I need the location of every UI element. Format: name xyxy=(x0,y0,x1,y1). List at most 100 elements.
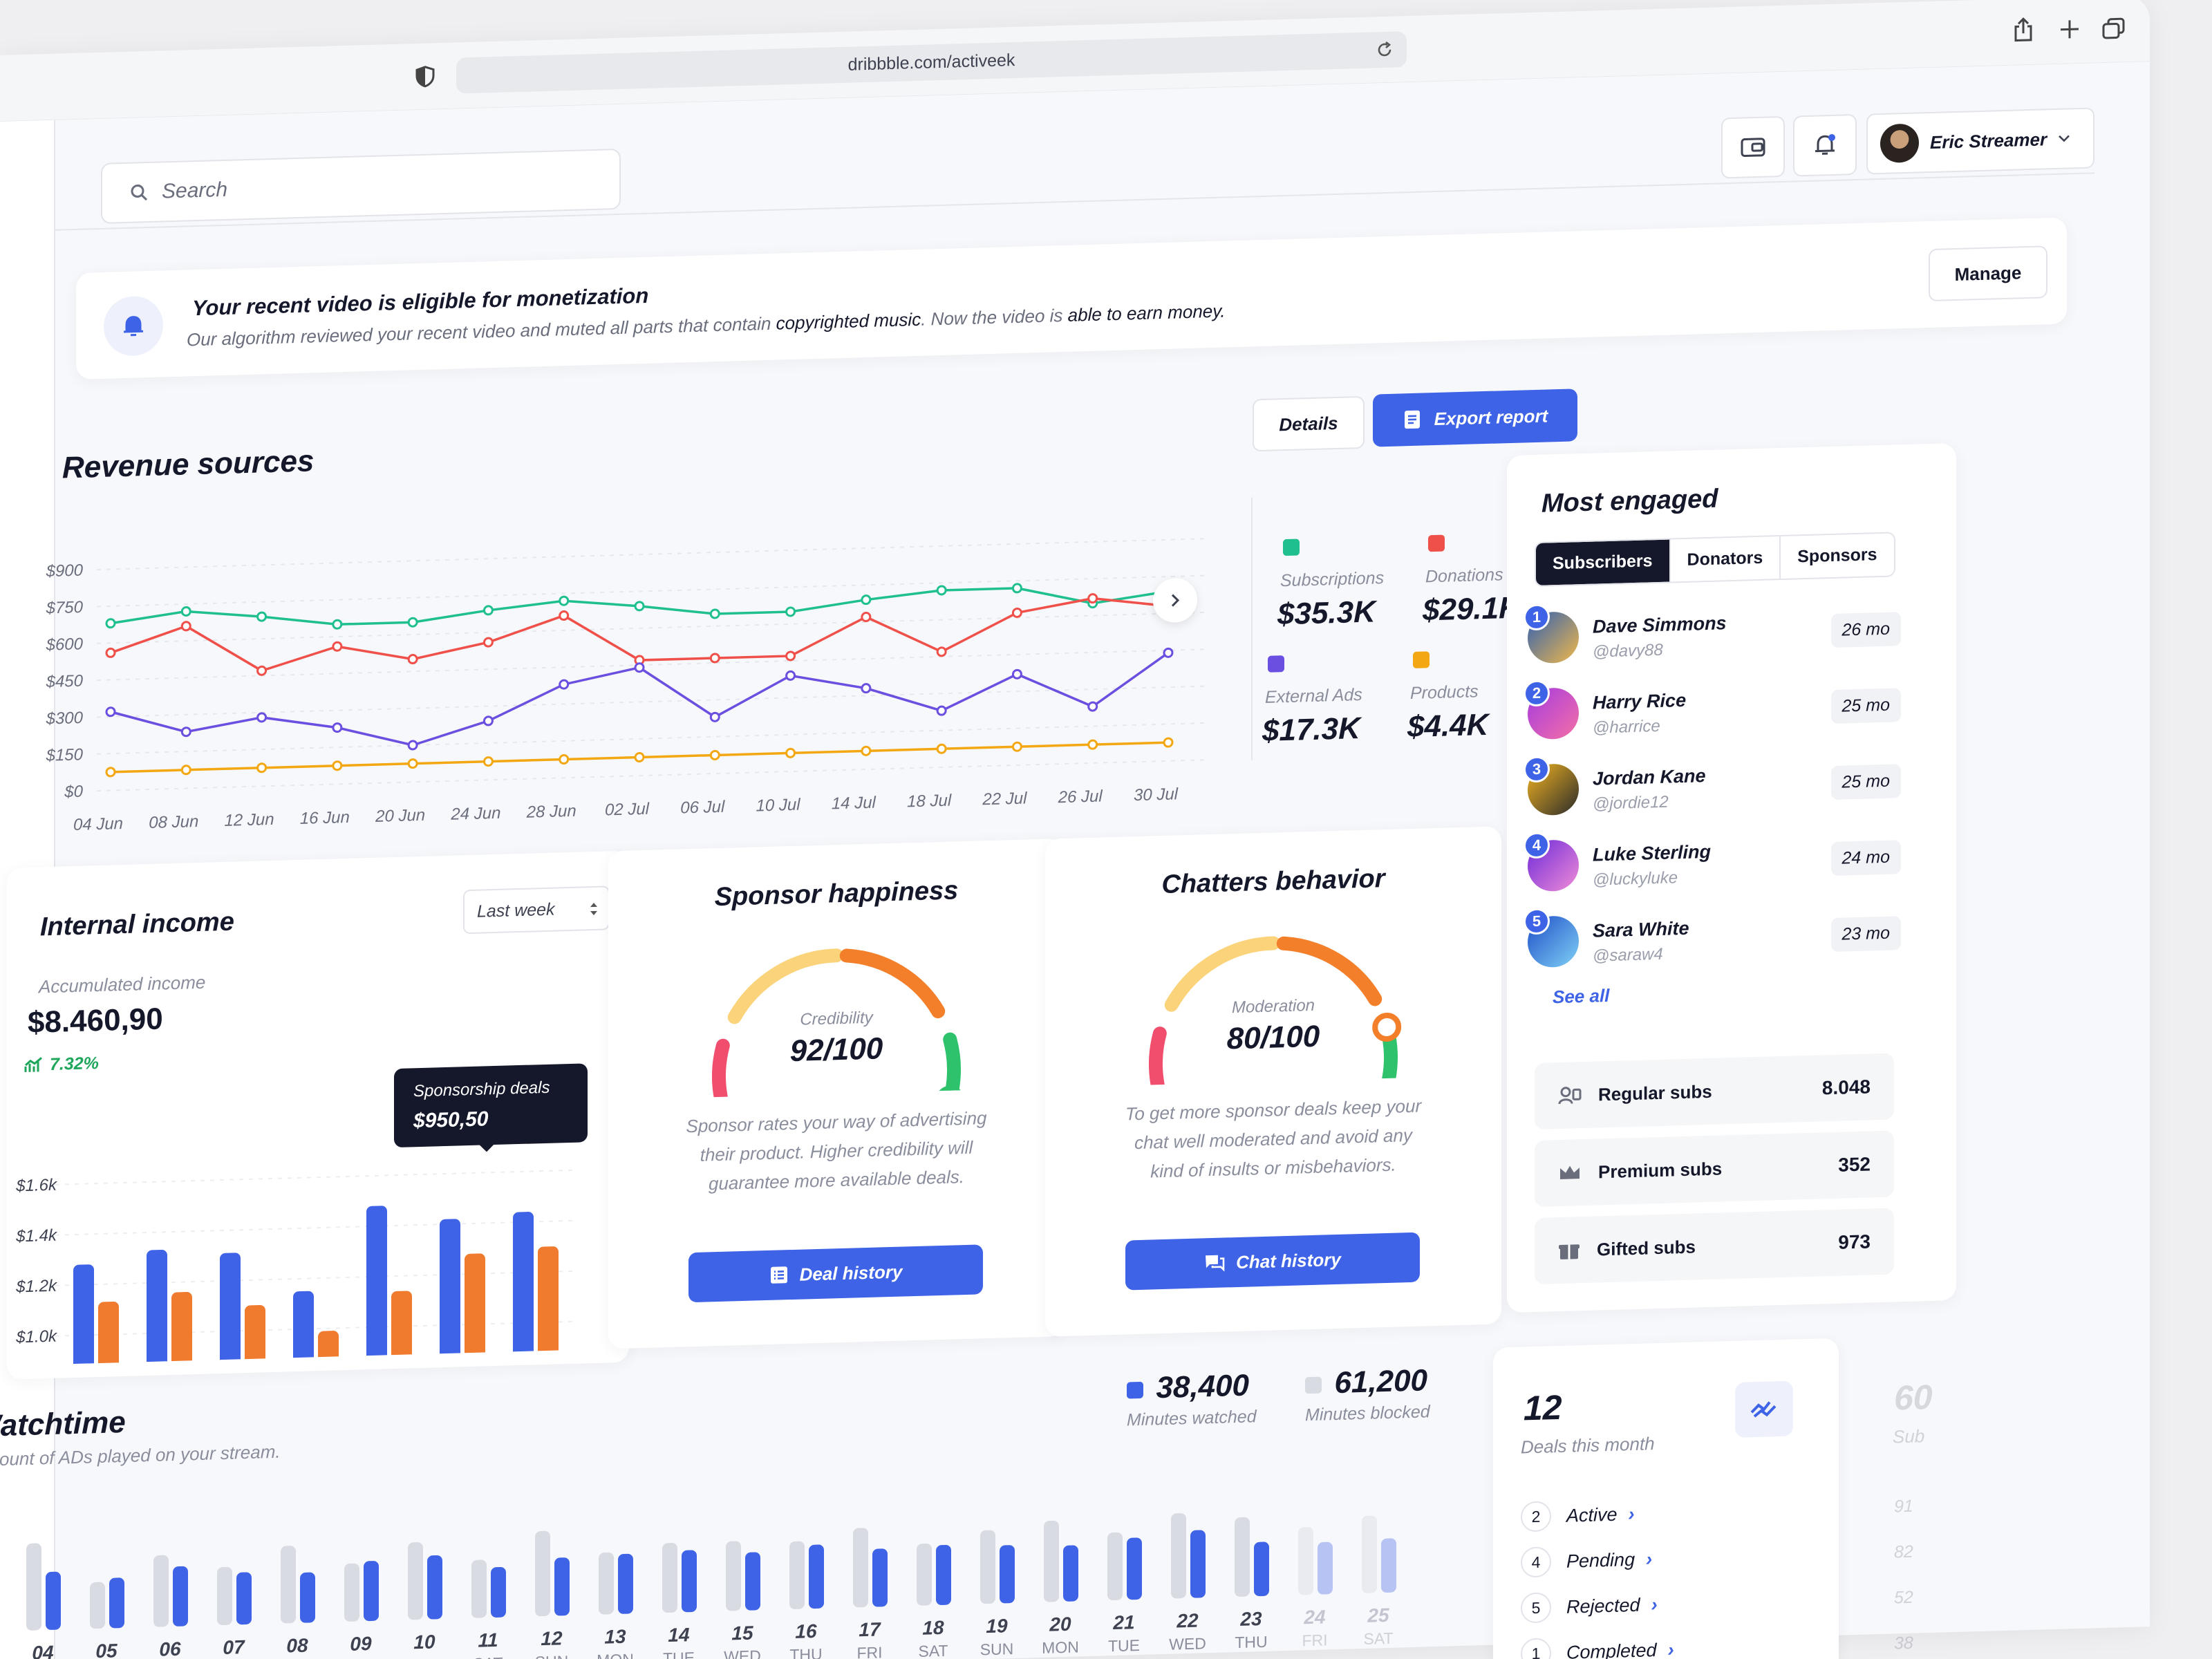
internal-income-card: Internal income Last week Accumulated in… xyxy=(7,850,629,1380)
deal-row-active[interactable]: 2 Active › xyxy=(1521,1499,1635,1533)
bar-minutes-blocked xyxy=(662,1543,677,1613)
ghost-value: 60 xyxy=(1894,1377,1933,1418)
wallet-icon xyxy=(1740,135,1766,160)
deal-history-button[interactable]: Deal history xyxy=(688,1244,983,1303)
chart-next-button[interactable] xyxy=(1153,577,1197,624)
details-button[interactable]: Details xyxy=(1253,395,1365,452)
x-day-label: FRI xyxy=(1302,1631,1327,1649)
search-input[interactable]: Search xyxy=(101,148,621,224)
watched-stat: 38,400 Minutes watched xyxy=(1127,1368,1265,1441)
list-item[interactable]: 3 Jordan Kane @jordie12 25 mo xyxy=(1524,746,1901,825)
gauge-arc-high xyxy=(1276,936,1382,1006)
engaged-months: 26 mo xyxy=(1830,612,1901,648)
data-point xyxy=(332,641,343,652)
reload-icon[interactable] xyxy=(1375,40,1394,60)
x-tick-label: 04 Jun xyxy=(73,814,123,834)
document-icon xyxy=(1403,409,1422,431)
see-all-link[interactable]: See all xyxy=(1553,984,1610,1008)
y-tick-label: $900 xyxy=(46,561,84,581)
stat-swatch xyxy=(1413,651,1430,668)
bar-built-in-ads xyxy=(147,1250,167,1366)
x-tick-label: 20 xyxy=(1049,1613,1071,1635)
data-point xyxy=(709,608,720,619)
address-bar[interactable]: dribbble.com/activeek xyxy=(456,31,1407,94)
x-day-label: WED xyxy=(1169,1634,1206,1653)
share-icon[interactable] xyxy=(2012,17,2035,44)
export-report-button[interactable]: Export report xyxy=(1373,388,1577,447)
x-tick-label: 09 xyxy=(350,1633,372,1655)
gridline xyxy=(55,1169,574,1185)
tab-sponsors[interactable]: Sponsors xyxy=(1781,533,1894,579)
chat-history-button[interactable]: Chat history xyxy=(1125,1232,1420,1291)
bar-minutes-blocked xyxy=(1362,1515,1377,1593)
gauge-arc-low xyxy=(1149,1027,1184,1086)
manage-button[interactable]: Manage xyxy=(1929,245,2047,302)
list-item[interactable]: 5 Sara White @saraw4 23 mo xyxy=(1524,898,1901,977)
deal-row-completed[interactable]: 1 Completed › xyxy=(1521,1634,1674,1659)
data-point xyxy=(332,760,343,771)
user-menu[interactable]: Eric Streamer xyxy=(1866,107,2094,175)
chevron-right-icon: › xyxy=(1651,1593,1658,1615)
tab-subscribers[interactable]: Subscribers xyxy=(1536,539,1671,585)
privacy-shield-icon[interactable] xyxy=(415,65,435,88)
data-point xyxy=(559,679,570,690)
bar-minutes-blocked xyxy=(1171,1513,1186,1599)
y-tick-label: $1.2k xyxy=(15,1277,58,1297)
deal-row-rejected[interactable]: 5 Rejected › xyxy=(1521,1589,1658,1624)
data-point xyxy=(1011,741,1022,752)
y-tick-label: $1.4k xyxy=(15,1226,58,1246)
bar-minutes-watched xyxy=(618,1553,633,1614)
stat-value: $29.1K xyxy=(1423,590,1521,628)
x-tick-label: 20 Jun xyxy=(375,806,425,826)
list-item[interactable]: 2 Harry Rice @harrice 25 mo xyxy=(1524,670,1901,749)
x-tick-label: 07 xyxy=(223,1636,245,1658)
deal-row-pending[interactable]: 4 Pending › xyxy=(1521,1544,1653,1578)
chevron-right-icon: › xyxy=(1646,1548,1653,1569)
bar-sponsors xyxy=(245,1304,265,1366)
x-tick-label: 08 xyxy=(286,1635,308,1657)
deals-icon[interactable] xyxy=(1735,1380,1793,1438)
wallet-button[interactable] xyxy=(1721,115,1785,179)
bar-minutes-blocked xyxy=(408,1542,423,1620)
data-point xyxy=(861,683,872,694)
data-point xyxy=(936,743,947,754)
data-point xyxy=(180,606,191,617)
bar-minutes-blocked xyxy=(917,1543,932,1606)
x-tick-label: 04 xyxy=(32,1642,54,1659)
bar-minutes-watched xyxy=(682,1550,697,1613)
new-tab-icon[interactable] xyxy=(2059,18,2081,41)
x-tick-label: 06 Jul xyxy=(680,798,725,818)
data-point xyxy=(936,646,947,657)
data-point xyxy=(105,706,116,718)
data-point xyxy=(1163,737,1174,748)
bar-minutes-blocked xyxy=(471,1559,487,1618)
watchtime-bar-chart: 04 SAT 05 SUN 06 MON 07 TUE 08 WED 09 THU 10 FRI 11 SAT… xyxy=(26,1513,1396,1659)
tab-donators[interactable]: Donators xyxy=(1670,536,1781,582)
chevron-down-icon xyxy=(2058,134,2070,143)
list-item[interactable]: 1 Dave Simmons @davy88 26 mo xyxy=(1524,594,1901,673)
data-point xyxy=(180,621,191,632)
x-tick-label: 14 xyxy=(668,1624,690,1646)
ghost-list: 91 82 52 38 xyxy=(1832,1334,1970,1653)
period-select[interactable]: Last week xyxy=(463,885,610,935)
bar-sponsors xyxy=(98,1301,119,1366)
gauge-arc-low xyxy=(712,1038,747,1098)
x-tick-label: 30 Jul xyxy=(1134,785,1179,805)
chatters-behavior-card: Chatters behavior Moderation 80/100 To g… xyxy=(1045,826,1501,1337)
bar-minutes-blocked xyxy=(217,1566,232,1626)
stat-label: Donations xyxy=(1425,565,1503,587)
list-item[interactable]: 4 Luke Sterling @luckyluke 24 mo xyxy=(1524,822,1901,901)
url-text: dribbble.com/activeek xyxy=(847,50,1015,75)
sort-arrows-icon xyxy=(589,901,599,917)
x-day-label: FRI xyxy=(856,1643,882,1659)
gauge-arc-high xyxy=(839,948,946,1019)
notifications-button[interactable] xyxy=(1793,113,1857,177)
revenue-stat-0: Subscriptions $35.3K xyxy=(1277,536,1418,644)
income-bar-chart: $1.6k$1.4k$1.2k$1.0k$0.8kMonTueWedThuFri… xyxy=(15,1169,574,1366)
deal-count: 5 xyxy=(1521,1592,1551,1624)
x-day-label: SUN xyxy=(980,1640,1014,1658)
x-tick-label: 24 xyxy=(1303,1606,1326,1628)
tabs-overview-icon[interactable] xyxy=(2101,17,2126,41)
stat-swatch xyxy=(1268,655,1284,673)
engaged-title: Most engaged xyxy=(1541,484,1718,518)
